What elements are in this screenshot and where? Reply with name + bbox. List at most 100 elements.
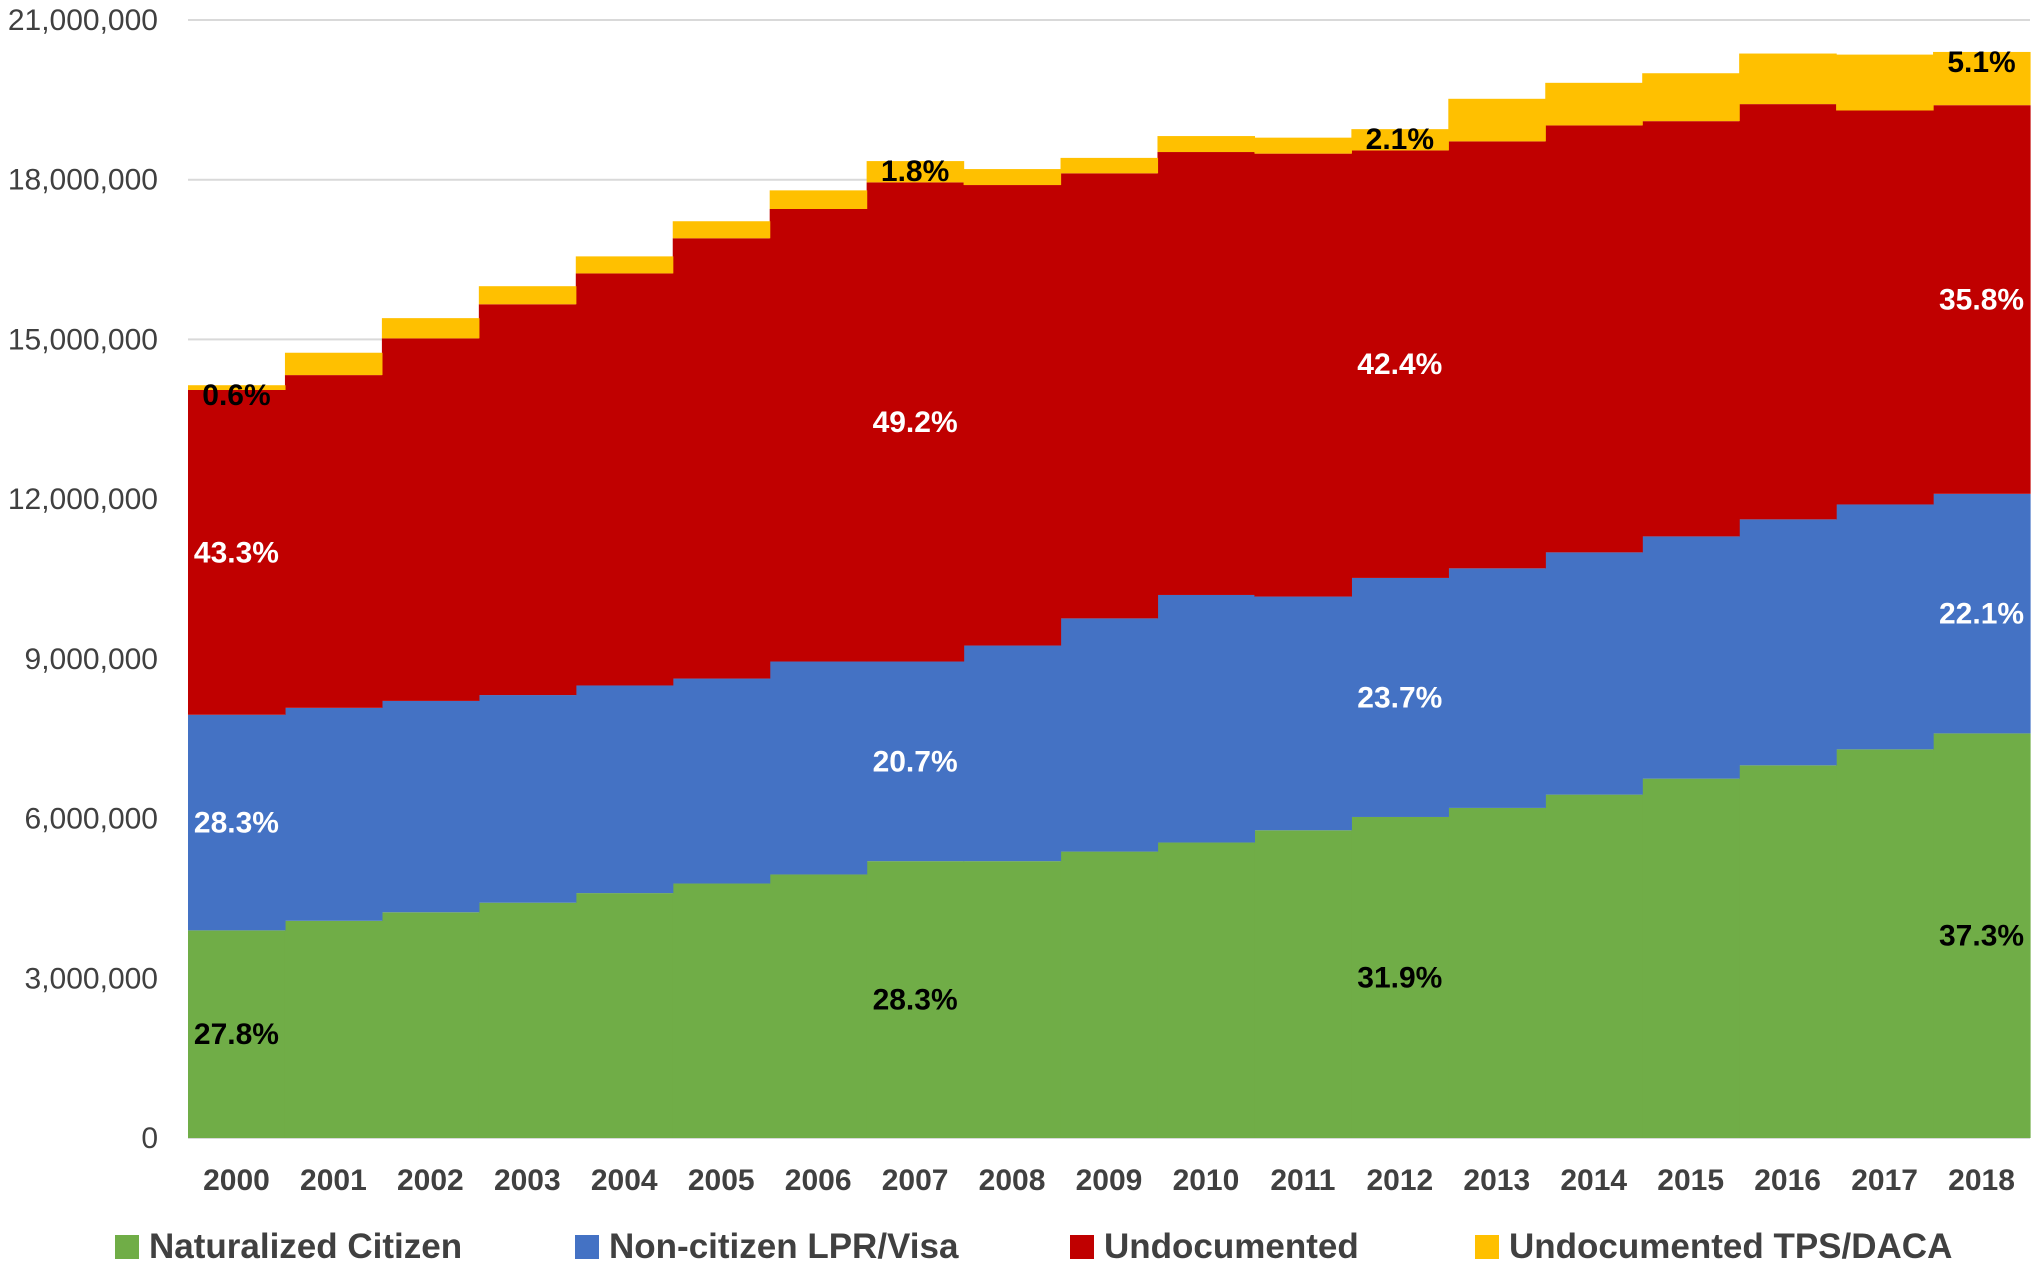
area-segment-non-citizen-lpr-visa-2015 [1642, 536, 1740, 779]
area-segment-undocumented-tps-daca-2016 [1739, 53, 1837, 105]
area-segment-undocumented-2003 [478, 304, 577, 696]
y-tick-label: 21,000,000 [8, 4, 158, 37]
legend-swatch [115, 1235, 139, 1259]
area-segment-undocumented-tps-daca-2001 [284, 352, 383, 376]
area-segment-non-citizen-lpr-visa-2002 [381, 700, 480, 913]
area-segment-non-citizen-lpr-visa-2011 [1254, 596, 1352, 831]
area-segment-undocumented-tps-daca-2008 [963, 169, 1062, 186]
x-tick-label: 2016 [1754, 1164, 1821, 1197]
y-tick-label: 18,000,000 [8, 164, 158, 197]
data-labels: 27.8% 28.3% 43.3% 0.6% 28.3% 20.7% 49.2% 1.8% 31… [194, 46, 2024, 1051]
area-segment-undocumented-2004 [575, 273, 674, 686]
data-label-non-citizen-lpr-visa-2000: 28.3% [194, 807, 279, 840]
area-segment-naturalized-citizen-2017 [1836, 749, 1934, 1138]
y-tick-label: 9,000,000 [25, 643, 158, 676]
area-segment-non-citizen-lpr-visa-2010 [1157, 594, 1256, 843]
area-segment-non-citizen-lpr-visa-2005 [672, 678, 771, 884]
area-segment-naturalized-citizen-2015 [1642, 778, 1740, 1138]
data-label-non-citizen-lpr-visa-2007: 20.7% [873, 745, 958, 778]
x-tick-label: 2018 [1948, 1164, 2015, 1197]
y-tick-label: 0 [141, 1122, 158, 1155]
y-tick-label: 15,000,000 [8, 323, 158, 356]
data-label-undocumented-2012: 42.4% [1357, 348, 1442, 381]
x-tick-label: 2017 [1851, 1164, 1918, 1197]
series-naturalized-citizen [188, 733, 2031, 1138]
area-segment-naturalized-citizen-2004 [575, 893, 674, 1138]
area-segment-non-citizen-lpr-visa-2008 [963, 645, 1062, 862]
area-segment-non-citizen-lpr-visa-2017 [1836, 504, 1934, 750]
x-tick-label: 2005 [688, 1164, 755, 1197]
data-label-naturalized-citizen-2007: 28.3% [873, 984, 958, 1017]
area-segment-undocumented-2015 [1642, 121, 1740, 537]
x-tick-label: 2001 [300, 1164, 367, 1197]
area-segment-undocumented-2001 [284, 375, 383, 708]
area-segment-naturalized-citizen-2011 [1254, 830, 1352, 1138]
area-segment-non-citizen-lpr-visa-2007 [866, 661, 965, 862]
legend-item-non-citizen-lpr-visa: Non-citizen LPR/Visa [575, 1222, 958, 1272]
area-segment-undocumented-tps-daca-2010 [1157, 136, 1256, 153]
area-segment-undocumented-tps-daca-2014 [1545, 82, 1643, 126]
area-segment-naturalized-citizen-2002 [381, 912, 480, 1138]
series-undocumented-tps-daca [188, 51, 2031, 391]
legend-swatch [1070, 1235, 1094, 1259]
x-axis-ticks: 2000 2001 2002 2003 2004 2005 2006 2007 2008 2009… [203, 1164, 2015, 1197]
area-segment-undocumented-tps-daca-2015 [1642, 73, 1740, 122]
area-segment-undocumented-2012 [1351, 150, 1449, 578]
x-tick-label: 2009 [1076, 1164, 1143, 1197]
area-segment-undocumented-tps-daca-2013 [1448, 98, 1546, 142]
area-segment-naturalized-citizen-2018 [1933, 733, 2031, 1138]
area-segment-non-citizen-lpr-visa-2001 [284, 707, 383, 921]
area-segment-undocumented-tps-daca-2007 [866, 161, 965, 183]
y-axis-ticks: 0 3,000,000 6,000,000 9,000,000 12,000,000 15… [8, 4, 158, 1155]
area-segment-undocumented-2017 [1836, 110, 1934, 505]
data-label-naturalized-citizen-2018: 37.3% [1939, 920, 2024, 953]
area-segment-undocumented-2018 [1933, 105, 2031, 494]
series-undocumented [188, 104, 2031, 715]
area-segment-non-citizen-lpr-visa-2003 [478, 695, 577, 903]
area-segment-undocumented-tps-daca-2005 [672, 221, 771, 239]
x-tick-label: 2003 [494, 1164, 561, 1197]
data-label-undocumented-tps-daca-2000: 0.6% [202, 379, 270, 412]
series-areas [188, 51, 2031, 1138]
area-segment-undocumented-2016 [1739, 104, 1837, 520]
area-segment-naturalized-citizen-2008 [963, 861, 1062, 1138]
x-tick-label: 2015 [1657, 1164, 1724, 1197]
area-segment-non-citizen-lpr-visa-2013 [1448, 568, 1546, 808]
x-tick-label: 2012 [1366, 1164, 1433, 1197]
data-label-undocumented-2018: 35.8% [1939, 284, 2024, 317]
area-segment-undocumented-tps-daca-2006 [769, 190, 868, 209]
legend-label: Undocumented TPS/DACA [1509, 1227, 1953, 1266]
x-tick-label: 2014 [1560, 1164, 1627, 1197]
x-tick-label: 2004 [591, 1164, 658, 1197]
area-segment-non-citizen-lpr-visa-2009 [1060, 618, 1159, 852]
area-segment-undocumented-2014 [1545, 125, 1643, 553]
x-tick-label: 2008 [979, 1164, 1046, 1197]
area-segment-naturalized-citizen-2012 [1351, 816, 1449, 1138]
area-segment-naturalized-citizen-2001 [284, 920, 383, 1138]
y-tick-label: 12,000,000 [8, 483, 158, 516]
area-segment-naturalized-citizen-2000 [188, 930, 286, 1138]
data-label-undocumented-tps-daca-2018: 5.1% [1947, 46, 2015, 79]
legend-item-undocumented-tps-daca: Undocumented TPS/DACA [1475, 1222, 1952, 1272]
area-segment-undocumented-tps-daca-2003 [478, 286, 577, 305]
data-label-undocumented-2000: 43.3% [194, 536, 279, 569]
legend-label: Naturalized Citizen [149, 1227, 463, 1266]
x-tick-label: 2000 [203, 1164, 270, 1197]
area-segment-undocumented-tps-daca-2018 [1933, 51, 2031, 106]
area-segment-naturalized-citizen-2014 [1545, 794, 1643, 1138]
area-segment-undocumented-tps-daca-2004 [575, 256, 674, 274]
data-label-undocumented-2007: 49.2% [873, 406, 958, 439]
data-label-naturalized-citizen-2012: 31.9% [1357, 961, 1442, 994]
area-segment-naturalized-citizen-2013 [1448, 807, 1546, 1138]
area-segment-naturalized-citizen-2016 [1739, 765, 1837, 1138]
area-segment-undocumented-2008 [963, 185, 1062, 646]
x-tick-label: 2002 [397, 1164, 464, 1197]
area-segment-naturalized-citizen-2006 [769, 874, 868, 1138]
area-segment-undocumented-tps-daca-2017 [1836, 54, 1934, 111]
data-label-non-citizen-lpr-visa-2018: 22.1% [1939, 598, 2024, 631]
area-segment-undocumented-tps-daca-2009 [1060, 157, 1159, 174]
area-segment-undocumented-2010 [1157, 152, 1256, 595]
area-segment-undocumented-2013 [1448, 141, 1546, 569]
